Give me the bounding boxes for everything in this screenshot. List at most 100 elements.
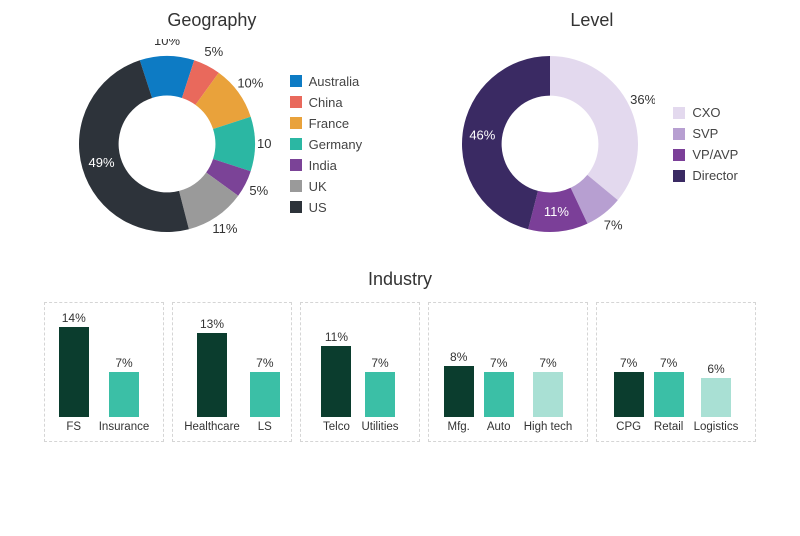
- legend-swatch: [673, 128, 685, 140]
- legend-label: Director: [692, 168, 738, 183]
- legend-swatch: [673, 170, 685, 182]
- bar: [197, 333, 227, 417]
- bar: [321, 346, 351, 417]
- level-title: Level: [570, 10, 613, 31]
- bar-value-label: 11%: [325, 330, 348, 344]
- legend-swatch: [290, 201, 302, 213]
- bar-category-label: FS: [66, 421, 81, 437]
- legend-swatch: [290, 75, 302, 87]
- geography-chart: Geography 10%5%10%10%5%11%49% AustraliaC…: [62, 10, 362, 249]
- bar-column: 7%CPG: [614, 311, 644, 437]
- legend-item: UK: [290, 179, 362, 194]
- bar-category-label: Telco: [323, 421, 350, 437]
- slice-value-label: 5%: [204, 44, 223, 59]
- donut-slice: [550, 56, 638, 200]
- legend-item: US: [290, 200, 362, 215]
- bar-column: 7% Utilities: [361, 311, 398, 437]
- legend-label: China: [309, 95, 343, 110]
- level-legend: CXO SVP VP/AVP Director: [673, 105, 738, 183]
- bar-column: 7% High tech: [524, 311, 573, 437]
- bar-value-label: 7%: [256, 356, 273, 370]
- legend-item: India: [290, 158, 362, 173]
- legend-label: CXO: [692, 105, 720, 120]
- bar-value-label: 7%: [371, 356, 388, 370]
- bar-value-label: 7%: [660, 356, 677, 370]
- legend-label: Australia: [309, 74, 360, 89]
- legend-swatch: [290, 180, 302, 192]
- bar-value-label: 6%: [707, 362, 724, 376]
- industry-panel: 13% Healthcare 7% LS: [172, 302, 292, 442]
- bar-category-label: CPG: [616, 421, 641, 437]
- slice-value-label: 11%: [544, 204, 569, 219]
- legend-label: UK: [309, 179, 327, 194]
- bar-category-label: Healthcare: [184, 421, 240, 437]
- bar: [533, 372, 563, 417]
- bar-value-label: 7%: [539, 356, 556, 370]
- bar-category-label: Utilities: [361, 421, 398, 437]
- bar: [614, 372, 644, 417]
- legend-label: US: [309, 200, 327, 215]
- bar-column: 7%Insurance: [99, 311, 150, 437]
- level-donut-wrap: 36% 7% 11% 46% CXO SVP VP/AVP Director: [445, 39, 738, 249]
- legend-swatch: [290, 138, 302, 150]
- geography-title: Geography: [167, 10, 256, 31]
- legend-item: VP/AVP: [673, 147, 738, 162]
- legend-item: Director: [673, 168, 738, 183]
- bar-category-label: Retail: [654, 421, 683, 437]
- industry-panel: 14% FS 7%Insurance: [44, 302, 164, 442]
- bar-category-label: Logistics: [694, 421, 739, 437]
- legend-label: France: [309, 116, 349, 131]
- legend-label: India: [309, 158, 337, 173]
- slice-value-label: 10%: [154, 39, 180, 48]
- legend-label: Germany: [309, 137, 362, 152]
- industry-panel: 7%CPG 7% Retail 6% Logistics: [596, 302, 756, 442]
- slice-value-label: 10%: [237, 75, 263, 90]
- bar: [250, 372, 280, 417]
- bar: [109, 372, 139, 417]
- bar-value-label: 7%: [490, 356, 507, 370]
- slice-value-label: 46%: [470, 127, 496, 142]
- bar: [444, 366, 474, 417]
- legend-item: CXO: [673, 105, 738, 120]
- industry-section: Industry 14%FS7%Insurance13%Healthcare7%…: [0, 269, 800, 442]
- bar-column: 7% Auto: [484, 311, 514, 437]
- industry-panels: 14% FS 7%Insurance 13% Healthcare 7% LS 11% Telc…: [30, 302, 770, 442]
- bar: [654, 372, 684, 417]
- bar: [365, 372, 395, 417]
- legend-label: SVP: [692, 126, 718, 141]
- top-charts-row: Geography 10%5%10%10%5%11%49% AustraliaC…: [0, 0, 800, 269]
- industry-panel: 11% Telco 7% Utilities: [300, 302, 420, 442]
- bar: [701, 378, 731, 417]
- bar: [484, 372, 514, 417]
- slice-value-label: 5%: [249, 183, 268, 198]
- bar-category-label: High tech: [524, 421, 573, 437]
- slice-value-label: 7%: [604, 217, 623, 232]
- bar-category-label: LS: [258, 421, 272, 437]
- industry-panel: 8% Mfg. 7% Auto 7% High tech: [428, 302, 588, 442]
- bar-column: 7% Retail: [654, 311, 684, 437]
- legend-label: VP/AVP: [692, 147, 738, 162]
- bar-value-label: 7%: [115, 356, 132, 370]
- geography-legend: Australia China France Germany India UK US: [290, 74, 362, 215]
- bar-category-label: Mfg.: [448, 421, 470, 437]
- legend-item: Australia: [290, 74, 362, 89]
- bar-value-label: 13%: [200, 317, 224, 331]
- bar-column: 13% Healthcare: [184, 311, 240, 437]
- slice-value-label: 11%: [212, 221, 237, 236]
- bar-column: 11% Telco: [321, 311, 351, 437]
- slice-value-label: 49%: [88, 155, 114, 170]
- legend-item: Germany: [290, 137, 362, 152]
- slice-value-label: 36%: [631, 92, 656, 107]
- bar-category-label: Auto: [487, 421, 511, 437]
- geography-donut: 10%5%10%10%5%11%49%: [62, 39, 272, 249]
- bar-value-label: 14%: [62, 311, 86, 325]
- bar-value-label: 8%: [450, 350, 467, 364]
- legend-item: China: [290, 95, 362, 110]
- bar-column: 7% LS: [250, 311, 280, 437]
- legend-swatch: [290, 117, 302, 129]
- geography-donut-wrap: 10%5%10%10%5%11%49% AustraliaChinaFrance…: [62, 39, 362, 249]
- bar-column: 14% FS: [59, 311, 89, 437]
- bar-column: 8% Mfg.: [444, 311, 474, 437]
- bar-column: 6% Logistics: [694, 311, 739, 437]
- legend-item: SVP: [673, 126, 738, 141]
